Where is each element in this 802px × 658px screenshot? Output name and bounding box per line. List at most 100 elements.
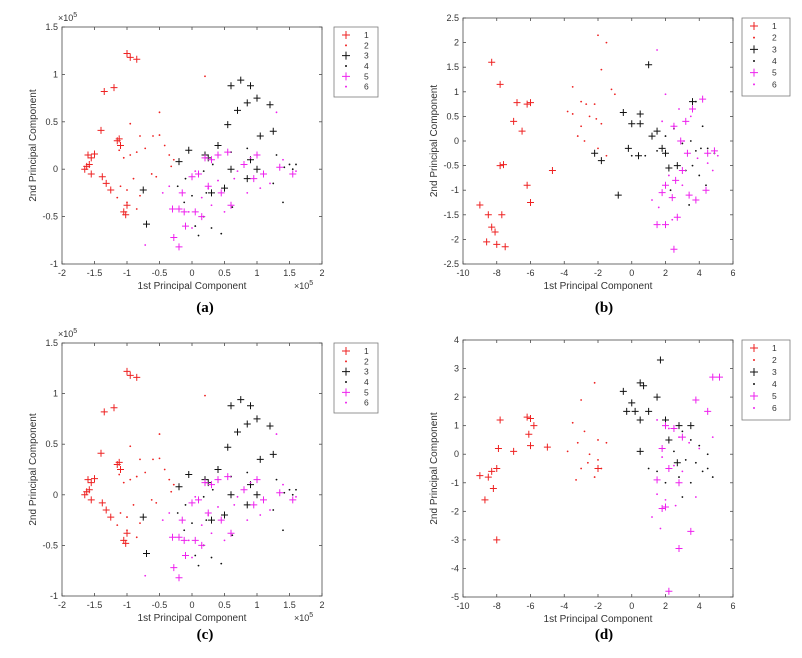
x-tick-label: -8	[493, 601, 501, 611]
data-point	[673, 450, 675, 453]
x-tick-label: -1	[123, 600, 131, 610]
data-point	[510, 447, 518, 455]
data-point	[493, 240, 501, 248]
data-point	[240, 160, 248, 168]
data-point	[704, 149, 712, 157]
data-point	[194, 225, 197, 227]
data-point	[158, 457, 161, 460]
data-point	[132, 504, 135, 506]
data-point	[289, 496, 297, 504]
data-point	[178, 516, 186, 524]
series-5	[169, 473, 297, 582]
data-point	[681, 470, 684, 473]
data-point	[684, 459, 687, 461]
data-point	[194, 170, 197, 172]
data-point	[665, 587, 673, 595]
x-tick-label: -2	[58, 268, 66, 278]
data-point	[580, 399, 583, 401]
legend-marker	[345, 44, 347, 47]
data-point	[150, 498, 153, 501]
legend-label: 5	[772, 68, 777, 78]
data-point	[185, 146, 193, 154]
data-point	[117, 142, 124, 149]
data-point	[283, 491, 286, 494]
data-point	[696, 157, 699, 160]
data-point	[704, 407, 712, 415]
data-point	[689, 481, 692, 484]
data-point	[247, 402, 254, 410]
data-point	[685, 191, 693, 199]
data-point	[500, 161, 507, 169]
legend-label: 1	[364, 346, 369, 356]
y-exponent-label: ×105	[58, 12, 77, 23]
data-point	[194, 495, 197, 498]
y-axis-label: 2nd Principal Component	[429, 412, 440, 525]
data-point	[272, 509, 275, 511]
data-point	[210, 532, 213, 535]
data-point	[113, 460, 121, 468]
x-tick-label: 1	[254, 268, 259, 278]
data-point	[275, 478, 278, 481]
data-point	[571, 113, 574, 115]
data-point	[253, 476, 261, 484]
data-point	[518, 127, 526, 135]
data-point	[126, 371, 134, 379]
data-point	[613, 93, 616, 96]
data-point	[283, 166, 286, 169]
data-point	[102, 506, 110, 514]
data-point	[243, 175, 251, 183]
data-point	[197, 234, 200, 237]
data-point	[227, 165, 235, 173]
data-point	[176, 512, 179, 514]
data-point	[576, 135, 579, 137]
x-tick-label: -2	[58, 600, 66, 610]
y-tick-label: 0.5	[45, 439, 58, 449]
data-point	[221, 511, 228, 519]
data-point	[488, 467, 496, 475]
data-point	[143, 220, 150, 228]
data-point	[126, 516, 128, 518]
data-point	[214, 466, 222, 473]
legend-label: 2	[364, 356, 369, 366]
data-point	[191, 227, 193, 229]
data-point	[543, 443, 551, 451]
plot-area	[462, 17, 734, 265]
data-point	[580, 100, 583, 103]
legend-marker	[342, 51, 350, 60]
data-point	[172, 158, 175, 161]
data-point	[163, 144, 166, 147]
data-point	[588, 115, 591, 118]
data-point	[591, 149, 599, 157]
data-point	[208, 516, 215, 524]
data-point	[523, 413, 531, 421]
data-point	[619, 108, 627, 116]
data-point	[653, 221, 661, 229]
data-point	[117, 466, 124, 473]
legend-label: 5	[364, 387, 369, 397]
data-point	[129, 122, 132, 125]
data-point	[204, 394, 206, 397]
data-point	[158, 433, 161, 435]
data-point	[701, 125, 704, 128]
y-tick-label: -0.5	[443, 161, 459, 171]
data-point	[275, 154, 278, 156]
y-tick-label: -1	[50, 259, 58, 269]
series-3	[619, 356, 695, 467]
data-point	[525, 430, 533, 438]
data-point	[85, 160, 93, 168]
data-point	[116, 196, 119, 199]
data-point	[664, 93, 667, 96]
legend-label: 6	[772, 403, 777, 413]
data-point	[100, 408, 108, 416]
data-point	[689, 98, 696, 106]
data-point	[183, 529, 186, 532]
legend-label: 1	[772, 343, 777, 353]
data-point	[227, 201, 235, 209]
data-point	[513, 99, 521, 107]
y-tick-label: 1	[53, 69, 58, 79]
data-point	[291, 493, 294, 496]
data-point	[253, 151, 261, 159]
data-point	[644, 154, 647, 157]
data-point	[658, 189, 666, 197]
data-point	[496, 416, 504, 424]
